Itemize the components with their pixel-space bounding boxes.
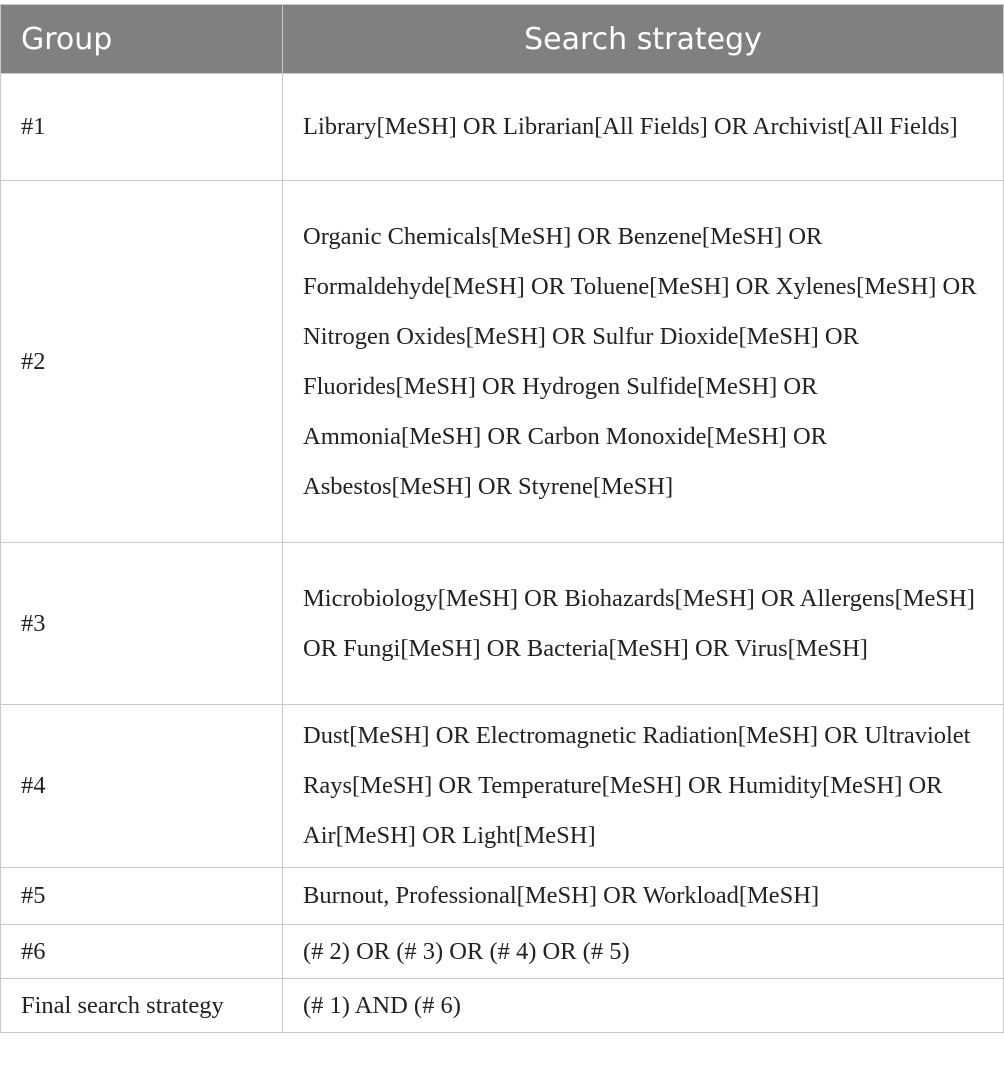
search-strategy-table: Group Search strategy #1 Library[MeSH] O… bbox=[0, 4, 1004, 1033]
table-row: #3 Microbiology[MeSH] OR Biohazards[MeSH… bbox=[0, 542, 1004, 705]
table-row: #2 Organic Chemicals[MeSH] OR Benzene[Me… bbox=[0, 180, 1004, 543]
header-row: Group Search strategy bbox=[0, 4, 1004, 74]
table-row: #6 (# 2) OR (# 3) OR (# 4) OR (# 5) bbox=[0, 924, 1004, 979]
group-cell: #1 bbox=[0, 73, 283, 181]
table-row: #4 Dust[MeSH] OR Electromagnetic Radiati… bbox=[0, 704, 1004, 868]
group-cell: #6 bbox=[0, 924, 283, 979]
table-row: Final search strategy (# 1) AND (# 6) bbox=[0, 978, 1004, 1033]
strategy-cell: Organic Chemicals[MeSH] OR Benzene[MeSH]… bbox=[282, 180, 1004, 543]
strategy-cell: Library[MeSH] OR Librarian[All Fields] O… bbox=[282, 73, 1004, 181]
group-cell: #2 bbox=[0, 180, 283, 543]
strategy-cell: Burnout, Professional[MeSH] OR Workload[… bbox=[282, 867, 1004, 925]
header-group: Group bbox=[0, 4, 283, 74]
group-cell: Final search strategy bbox=[0, 978, 283, 1033]
header-search-strategy: Search strategy bbox=[282, 4, 1004, 74]
group-cell: #3 bbox=[0, 542, 283, 705]
strategy-cell: (# 1) AND (# 6) bbox=[282, 978, 1004, 1033]
group-cell: #5 bbox=[0, 867, 283, 925]
table-row: #5 Burnout, Professional[MeSH] OR Worklo… bbox=[0, 867, 1004, 925]
strategy-cell: Microbiology[MeSH] OR Biohazards[MeSH] O… bbox=[282, 542, 1004, 705]
group-cell: #4 bbox=[0, 704, 283, 868]
strategy-cell: Dust[MeSH] OR Electromagnetic Radiation[… bbox=[282, 704, 1004, 868]
table-row: #1 Library[MeSH] OR Librarian[All Fields… bbox=[0, 73, 1004, 181]
strategy-cell: (# 2) OR (# 3) OR (# 4) OR (# 5) bbox=[282, 924, 1004, 979]
